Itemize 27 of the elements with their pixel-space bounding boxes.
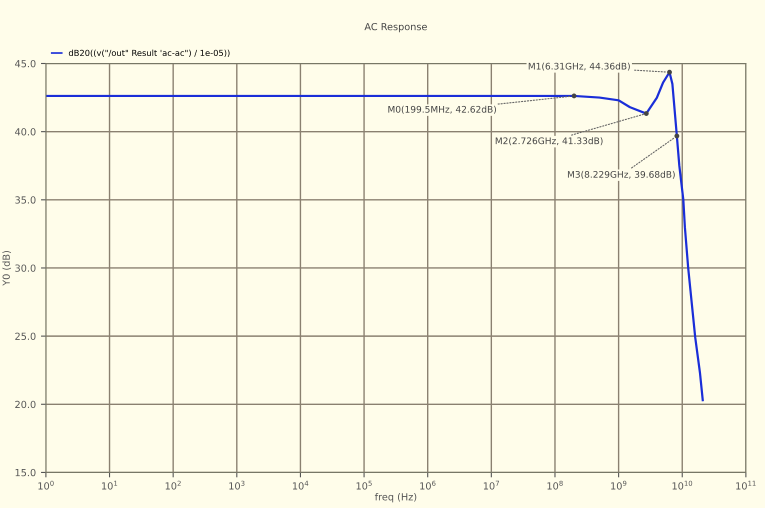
x-tick-label: 10$^{7}$ xyxy=(484,480,499,490)
x-tick-label: 10$^{5}$ xyxy=(356,480,372,490)
x-tick-label: 10$^{11}$ xyxy=(736,480,756,490)
x-tick-label: 10$^{2}$ xyxy=(166,480,181,490)
x-tick-label: 10$^{10}$ xyxy=(672,480,692,490)
legend-label: dB20((v("/out" Result 'ac-ac") / 1e-05)) xyxy=(68,50,230,58)
annotation: M2(2.726GHz, 41.33dB) xyxy=(496,137,603,146)
x-tick-label: 10$^{8}$ xyxy=(547,480,563,490)
y-tick-label: 15.0 xyxy=(16,468,36,476)
x-tick-label: 10$^{0}$ xyxy=(38,480,54,490)
x-tick-label: 10$^{9}$ xyxy=(611,480,626,490)
y-tick-label: 35.0 xyxy=(15,196,36,204)
y-axis-title: Y0 (dB) xyxy=(2,250,12,286)
x-tick-label: 10$^{6}$ xyxy=(420,480,436,490)
x-tick-label: 10$^{1}$ xyxy=(102,480,118,490)
y-tick-label: 45.0 xyxy=(15,60,36,68)
annotation: M3(8.229GHz, 39.68dB) xyxy=(568,170,675,179)
y-tick-label: 40.0 xyxy=(15,128,36,136)
y-tick-label: 25.0 xyxy=(15,332,36,340)
chart-title: AC Response xyxy=(364,22,427,32)
annotation: M0(199.5MHz, 42.62dB) xyxy=(388,106,496,114)
x-tick-label: 10$^{4}$ xyxy=(292,480,308,490)
annotation: M1(6.31GHz, 44.36dB) xyxy=(528,62,630,71)
y-tick-label: 20.0 xyxy=(15,400,36,408)
y-tick-label: 30.0 xyxy=(15,264,36,272)
x-tick-label: 10$^{3}$ xyxy=(229,480,244,490)
x-axis-title: freq (Hz) xyxy=(374,492,416,502)
